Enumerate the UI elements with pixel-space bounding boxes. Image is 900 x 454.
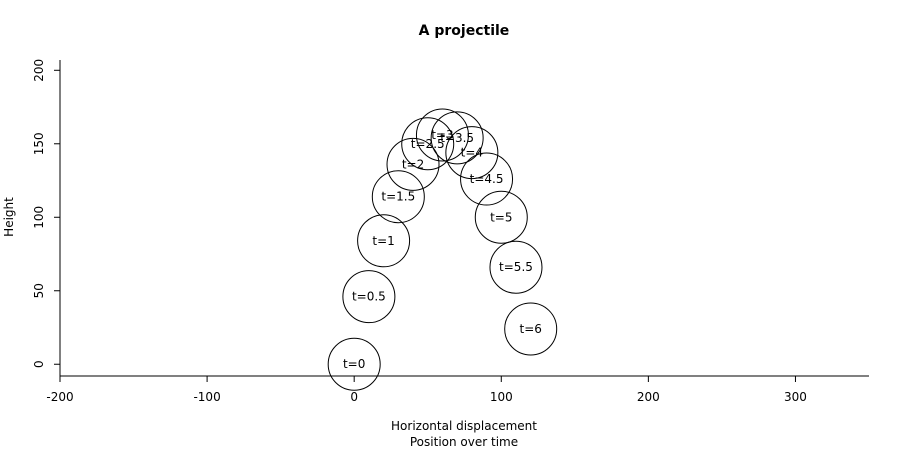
data-point-marker: [371, 170, 425, 224]
y-tick-label: 200: [32, 59, 46, 82]
data-point-label: t=1.5: [381, 190, 415, 204]
y-tick-label: 50: [32, 283, 46, 298]
data-point-marker: [489, 240, 543, 294]
data-point-marker: [460, 152, 514, 206]
x-axis-sublabel: Position over time: [410, 435, 518, 449]
data-point-marker: [386, 137, 440, 191]
x-tick-label: 100: [490, 390, 513, 404]
x-tick-label: 0: [350, 390, 358, 404]
data-point-label: t=6: [519, 322, 541, 336]
x-tick-label: 200: [637, 390, 660, 404]
data-point-marker: [327, 337, 381, 391]
data-point-label: t=4.5: [470, 172, 504, 186]
data-point-label: t=1: [372, 234, 394, 248]
x-axis-label: Horizontal displacement: [391, 419, 537, 433]
data-point-label: t=5.5: [499, 260, 533, 274]
data-point-marker: [401, 117, 455, 171]
chart-title: A projectile: [419, 23, 510, 39]
y-tick-label: 100: [32, 206, 46, 229]
data-point-marker: [504, 302, 558, 356]
x-tick-label: -100: [193, 390, 220, 404]
data-point-marker: [474, 190, 528, 244]
x-tick-label: 300: [784, 390, 807, 404]
data-point-label: t=3.5: [440, 131, 474, 145]
y-tick-label: 150: [32, 132, 46, 155]
data-point-label: t=4: [461, 146, 483, 160]
data-point-marker: [357, 214, 411, 268]
data-point-label: t=0: [343, 357, 365, 371]
data-point-marker: [430, 111, 484, 165]
data-point-marker: [415, 108, 469, 162]
axes-layer: -200 -100 0 100 200 300 0 50 100 150 200: [32, 59, 869, 404]
y-axis-label: Height: [2, 197, 16, 237]
y-tick-label: 0: [32, 360, 46, 368]
data-point-marker: [342, 270, 396, 324]
data-point-marker: [445, 126, 499, 180]
x-tick-label: -200: [46, 390, 73, 404]
data-point-label: t=3: [431, 128, 453, 142]
data-point-label: t=5: [490, 210, 512, 224]
points-layer: t=0t=0.5t=1t=1.5t=2t=2.5t=3t=3.5t=4t=4.5…: [327, 108, 558, 391]
data-point-label: t=0.5: [352, 290, 386, 304]
